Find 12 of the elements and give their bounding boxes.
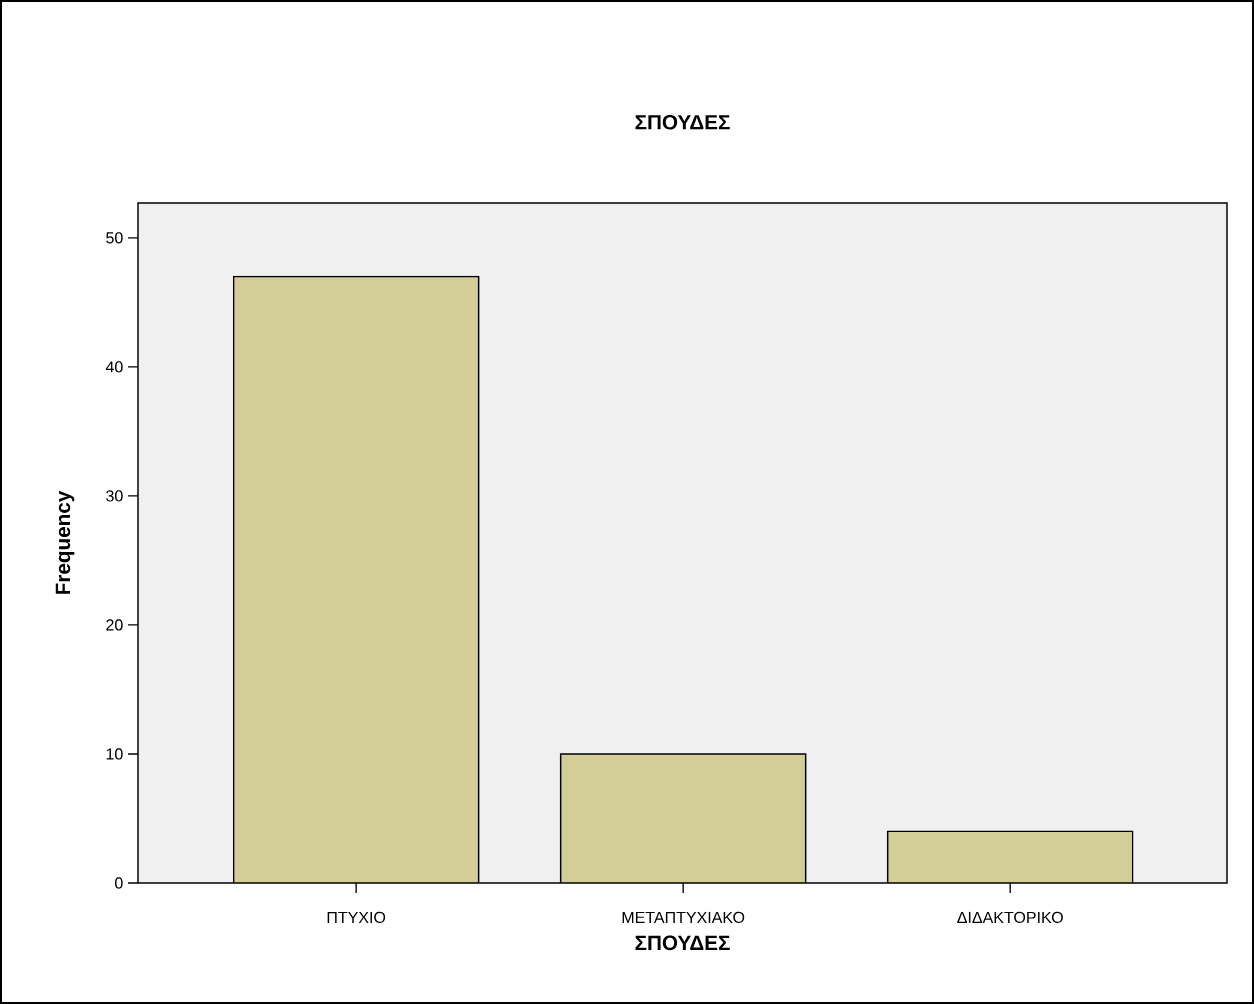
chart-title: ΣΠΟΥΔΕΣ: [635, 114, 730, 130]
x-tick-label: ΠΤΥΧΙΟ: [327, 911, 386, 924]
y-tick-label: 10: [106, 748, 123, 760]
y-axis-title: Frequency: [55, 490, 75, 594]
x-tick-label: ΜΕΤΑΠΤΥΧΙΑΚΟ: [622, 911, 745, 924]
y-tick-label: 40: [105, 361, 123, 373]
x-axis-title: ΣΠΟΥΔΕΣ: [635, 935, 730, 951]
y-tick-label: 20: [106, 619, 123, 631]
y-tick-label: 0: [115, 877, 123, 889]
y-tick-label: 50: [106, 232, 123, 244]
x-tick-label: ΔΙΔΑΚΤΟΡΙΚΟ: [957, 911, 1063, 924]
y-tick-label: 30: [106, 490, 123, 502]
